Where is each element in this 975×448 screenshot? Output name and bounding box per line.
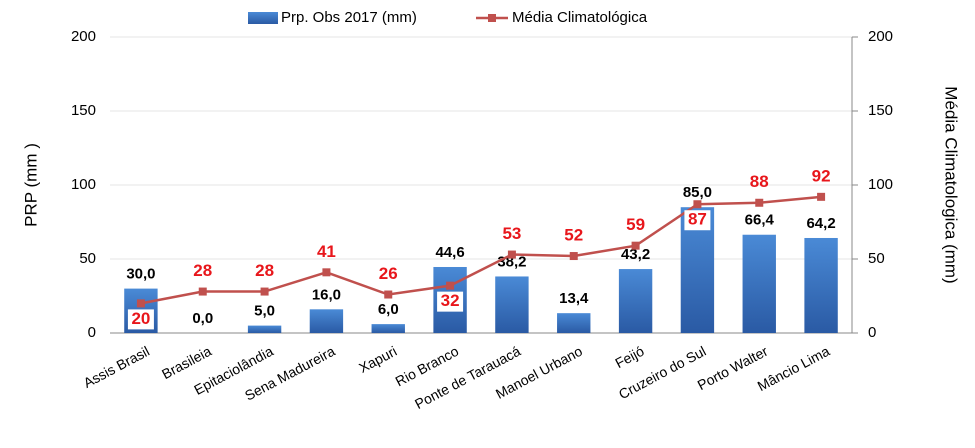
label-bg — [127, 309, 154, 330]
y-tick-label: 200 — [71, 28, 96, 45]
legend-marker — [488, 14, 496, 22]
line-value-label: 92 — [812, 166, 831, 185]
line-marker — [755, 198, 764, 207]
line-value-label: 87 — [688, 210, 707, 229]
y-tick-label: 100 — [71, 176, 96, 193]
bar — [742, 234, 776, 333]
bar-value-label: 85,0 — [683, 184, 712, 201]
line-value-label: 28 — [255, 261, 274, 280]
line-value-label: 26 — [379, 264, 398, 283]
line-marker — [198, 287, 207, 296]
x-tick-label: Ponte de Tarauacá — [412, 343, 523, 412]
bar-value-label: 13,4 — [559, 290, 589, 307]
y-tick-label: 0 — [88, 324, 96, 341]
line-marker — [322, 268, 331, 277]
y-tick-label: 50 — [79, 250, 96, 267]
bar — [371, 324, 405, 333]
line-marker — [136, 299, 145, 308]
line-marker — [446, 281, 455, 290]
line-value-label: 53 — [502, 224, 521, 243]
bar-value-label: 0,0 — [192, 310, 213, 327]
line-value-label: 32 — [441, 291, 460, 310]
line-marker — [817, 192, 826, 201]
legend-label: Média Climatológica — [512, 9, 648, 26]
legend-label: Prp. Obs 2017 (mm) — [281, 9, 417, 26]
bar-value-label: 66,4 — [745, 212, 775, 229]
line-marker — [507, 250, 516, 259]
bar-value-label: 16,0 — [312, 286, 341, 303]
bar — [247, 325, 282, 333]
y2-axis-title: Média Climatologica (mm) — [942, 86, 961, 283]
bar — [495, 276, 529, 333]
y2-tick-label: 150 — [868, 102, 893, 119]
line-value-label: 88 — [750, 172, 769, 191]
bar — [309, 309, 344, 333]
line-value-label: 52 — [564, 226, 583, 245]
line-value-label: 20 — [131, 309, 150, 328]
legend-swatch — [248, 12, 278, 24]
label-bg — [684, 210, 711, 231]
y-axis-title: PRP (mm ) — [21, 143, 40, 227]
y2-tick-label: 200 — [868, 28, 893, 45]
line-marker — [384, 290, 393, 299]
bar-value-label: 64,2 — [806, 215, 835, 232]
line — [140, 195, 822, 305]
line-value-label: 59 — [626, 215, 645, 234]
line-marker — [569, 252, 578, 261]
bar — [557, 313, 591, 333]
bar-value-label: 30,0 — [126, 266, 155, 283]
bar-value-label: 43,2 — [621, 246, 650, 263]
bar — [618, 269, 653, 333]
line-value-label: 41 — [317, 242, 336, 261]
y-tick-label: 150 — [71, 102, 96, 119]
bar-value-label: 44,6 — [435, 244, 464, 261]
line-value-label: 28 — [193, 261, 212, 280]
x-tick-label: Assis Brasil — [81, 343, 152, 391]
y2-tick-label: 0 — [868, 324, 876, 341]
line-marker — [260, 287, 269, 296]
label-bg — [437, 291, 464, 312]
x-tick-label: Feijó — [612, 343, 646, 371]
y2-tick-label: 50 — [868, 250, 885, 267]
y2-tick-label: 100 — [868, 176, 893, 193]
x-tick-label: Xapuri — [356, 343, 399, 376]
bar-value-label: 6,0 — [378, 301, 399, 318]
line-marker — [631, 241, 640, 250]
line-marker — [693, 200, 702, 209]
bar — [804, 237, 838, 333]
bar-value-label: 5,0 — [254, 303, 275, 320]
